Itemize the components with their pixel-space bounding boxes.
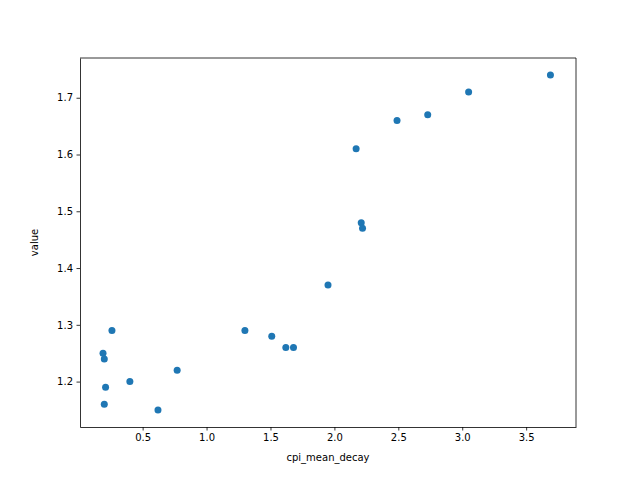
point	[394, 117, 401, 124]
x-tick-label: 2.5	[391, 432, 407, 443]
y-tick-mark	[77, 211, 81, 212]
x-tick: 3.0	[455, 427, 471, 443]
chart: 0.5 1.0 1.5 2.0 2.5 3.0 3.5 1.2 1.3 1.4 1.5 1.6 1.7 c…	[0, 0, 640, 480]
spine-right	[576, 58, 577, 427]
x-tick-mark	[398, 427, 399, 431]
y-tick-label: 1.2	[57, 376, 73, 387]
y-tick-mark	[77, 98, 81, 99]
point	[325, 282, 332, 289]
x-tick-mark	[143, 427, 144, 431]
x-tick-mark	[334, 427, 335, 431]
x-axis-title: cpi_mean_decay	[286, 452, 369, 464]
y-tick: 1.2	[57, 376, 80, 387]
x-tick-label: 3.5	[519, 432, 535, 443]
point	[424, 111, 431, 118]
x-tick-mark	[462, 427, 463, 431]
points	[100, 72, 554, 414]
x-tick: 0.5	[135, 427, 151, 443]
point	[465, 89, 472, 96]
y-tick-label: 1.3	[57, 320, 73, 331]
y-tick: 1.3	[57, 320, 80, 331]
point	[174, 367, 181, 374]
x-tick: 2.5	[391, 427, 407, 443]
point	[268, 333, 275, 340]
x-tick: 3.5	[519, 427, 535, 443]
x-tick-label: 0.5	[135, 432, 151, 443]
y-tick: 1.5	[57, 206, 80, 217]
point	[282, 344, 289, 351]
x-tick: 2.0	[327, 427, 343, 443]
x-tick-label: 3.0	[455, 432, 471, 443]
plot-area: 0.5 1.0 1.5 2.0 2.5 3.0 3.5 1.2 1.3 1.4 1.5 1.6 1.7	[57, 58, 576, 443]
y-tick-label: 1.7	[57, 92, 73, 103]
x-axis-line	[81, 427, 577, 428]
y-tick-mark	[77, 382, 81, 383]
y-tick-label: 1.4	[57, 263, 73, 274]
point	[353, 145, 360, 152]
point	[241, 327, 248, 334]
point	[547, 72, 554, 79]
x-tick-mark	[207, 427, 208, 431]
y-tick: 1.6	[57, 149, 80, 160]
x-tick-mark	[270, 427, 271, 431]
y-axis-line	[80, 59, 81, 428]
y-tick-mark	[77, 155, 81, 156]
y-tick: 1.4	[57, 263, 80, 274]
x-tick-label: 2.0	[327, 432, 343, 443]
x-tick-label: 1.0	[199, 432, 215, 443]
point	[108, 327, 115, 334]
x-tick: 1.5	[263, 427, 279, 443]
point	[359, 225, 366, 232]
point	[101, 355, 108, 362]
y-tick-mark	[77, 325, 81, 326]
y-axis: 1.2 1.3 1.4 1.5 1.6 1.7	[57, 59, 80, 428]
y-tick-label: 1.5	[57, 206, 73, 217]
y-axis-title: value	[29, 229, 40, 256]
x-tick-label: 1.5	[263, 432, 279, 443]
spine-top	[80, 58, 576, 59]
point	[154, 406, 161, 413]
point	[102, 384, 109, 391]
x-tick-mark	[526, 427, 527, 431]
x-axis: 0.5 1.0 1.5 2.0 2.5 3.0 3.5	[81, 427, 577, 443]
y-tick-label: 1.6	[57, 149, 73, 160]
y-tick-mark	[77, 268, 81, 269]
point	[101, 401, 108, 408]
point	[126, 378, 133, 385]
x-tick: 1.0	[199, 427, 215, 443]
y-tick: 1.7	[57, 92, 80, 103]
point	[290, 344, 297, 351]
